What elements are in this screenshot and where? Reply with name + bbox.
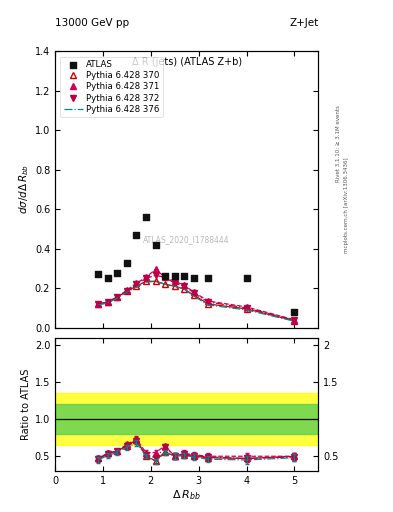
Pythia 6.428 376 bbox=[134, 284, 139, 290]
Pythia 6.428 376 bbox=[153, 278, 158, 284]
Pythia 6.428 371 bbox=[173, 278, 177, 284]
Pythia 6.428 376 bbox=[244, 307, 249, 313]
Y-axis label: $d\sigma/d\Delta\,R_{bb}$: $d\sigma/d\Delta\,R_{bb}$ bbox=[17, 164, 31, 215]
Pythia 6.428 371 bbox=[191, 289, 196, 295]
Pythia 6.428 370 bbox=[244, 306, 249, 312]
Pythia 6.428 371 bbox=[134, 280, 139, 286]
Text: Z+Jet: Z+Jet bbox=[289, 18, 318, 28]
ATLAS bbox=[114, 269, 120, 278]
Pythia 6.428 376 bbox=[292, 318, 297, 324]
Pythia 6.428 376 bbox=[96, 302, 101, 308]
Pythia 6.428 372 bbox=[244, 305, 249, 311]
Pythia 6.428 372 bbox=[292, 317, 297, 323]
ATLAS bbox=[133, 231, 140, 239]
ATLAS bbox=[143, 213, 149, 221]
Pythia 6.428 376 bbox=[206, 302, 211, 308]
ATLAS bbox=[124, 259, 130, 267]
Pythia 6.428 376 bbox=[191, 293, 196, 299]
Pythia 6.428 370 bbox=[115, 294, 119, 300]
Pythia 6.428 371 bbox=[292, 317, 297, 323]
Pythia 6.428 370 bbox=[96, 301, 101, 307]
Pythia 6.428 371 bbox=[163, 274, 167, 281]
Bar bbox=[55, 393, 318, 445]
Pythia 6.428 371 bbox=[105, 299, 110, 305]
Pythia 6.428 372 bbox=[191, 290, 196, 296]
ATLAS bbox=[191, 274, 197, 283]
X-axis label: $\Delta\,R_{bb}$: $\Delta\,R_{bb}$ bbox=[173, 488, 201, 502]
Pythia 6.428 372 bbox=[105, 299, 110, 305]
ATLAS bbox=[205, 274, 211, 283]
Pythia 6.428 376 bbox=[182, 286, 187, 292]
Pythia 6.428 372 bbox=[153, 272, 158, 279]
Line: Pythia 6.428 370: Pythia 6.428 370 bbox=[95, 279, 297, 324]
Pythia 6.428 370 bbox=[153, 278, 158, 284]
ATLAS bbox=[172, 272, 178, 281]
Pythia 6.428 376 bbox=[115, 295, 119, 301]
Pythia 6.428 376 bbox=[163, 281, 167, 287]
Bar bbox=[55, 404, 318, 434]
ATLAS bbox=[243, 274, 250, 283]
Pythia 6.428 372 bbox=[125, 288, 129, 294]
Pythia 6.428 372 bbox=[206, 299, 211, 305]
Pythia 6.428 371 bbox=[96, 301, 101, 307]
Pythia 6.428 370 bbox=[191, 292, 196, 298]
Pythia 6.428 371 bbox=[206, 298, 211, 304]
Pythia 6.428 370 bbox=[173, 283, 177, 289]
Pythia 6.428 371 bbox=[125, 287, 129, 293]
Pythia 6.428 371 bbox=[115, 294, 119, 300]
Pythia 6.428 376 bbox=[143, 279, 148, 285]
ATLAS bbox=[105, 274, 111, 283]
Pythia 6.428 370 bbox=[182, 286, 187, 292]
Pythia 6.428 376 bbox=[125, 289, 129, 295]
ATLAS bbox=[291, 308, 298, 316]
Pythia 6.428 376 bbox=[105, 300, 110, 306]
Pythia 6.428 370 bbox=[206, 301, 211, 307]
Legend: ATLAS, Pythia 6.428 370, Pythia 6.428 371, Pythia 6.428 372, Pythia 6.428 376: ATLAS, Pythia 6.428 370, Pythia 6.428 37… bbox=[60, 57, 163, 117]
Pythia 6.428 372 bbox=[143, 275, 148, 282]
Pythia 6.428 370 bbox=[163, 281, 167, 287]
Pythia 6.428 370 bbox=[105, 299, 110, 305]
Line: Pythia 6.428 376: Pythia 6.428 376 bbox=[98, 281, 294, 321]
Text: Rivet 3.1.10; ≥ 3.1M events: Rivet 3.1.10; ≥ 3.1M events bbox=[336, 105, 341, 182]
Text: mcplots.cern.ch [arXiv:1306.3436]: mcplots.cern.ch [arXiv:1306.3436] bbox=[344, 157, 349, 252]
Pythia 6.428 372 bbox=[163, 274, 167, 281]
ATLAS bbox=[95, 270, 101, 279]
Pythia 6.428 372 bbox=[96, 301, 101, 307]
Line: Pythia 6.428 372: Pythia 6.428 372 bbox=[95, 272, 297, 323]
Pythia 6.428 371 bbox=[143, 274, 148, 281]
Pythia 6.428 371 bbox=[244, 304, 249, 310]
Pythia 6.428 376 bbox=[173, 283, 177, 289]
Text: Δ R (jets) (ATLAS Z+b): Δ R (jets) (ATLAS Z+b) bbox=[132, 57, 242, 67]
Pythia 6.428 372 bbox=[182, 283, 187, 289]
Pythia 6.428 371 bbox=[182, 282, 187, 288]
Pythia 6.428 370 bbox=[134, 283, 139, 289]
Pythia 6.428 370 bbox=[125, 288, 129, 294]
Pythia 6.428 370 bbox=[292, 317, 297, 324]
ATLAS bbox=[152, 241, 159, 249]
Text: 13000 GeV pp: 13000 GeV pp bbox=[55, 18, 129, 28]
Y-axis label: Ratio to ATLAS: Ratio to ATLAS bbox=[20, 369, 31, 440]
ATLAS bbox=[181, 272, 187, 281]
Pythia 6.428 370 bbox=[143, 278, 148, 284]
Line: Pythia 6.428 371: Pythia 6.428 371 bbox=[95, 267, 297, 323]
ATLAS bbox=[162, 272, 168, 281]
Text: ATLAS_2020_I1788444: ATLAS_2020_I1788444 bbox=[143, 234, 230, 244]
Pythia 6.428 372 bbox=[134, 281, 139, 287]
Pythia 6.428 372 bbox=[173, 280, 177, 286]
Pythia 6.428 371 bbox=[153, 266, 158, 272]
Pythia 6.428 372 bbox=[115, 294, 119, 300]
